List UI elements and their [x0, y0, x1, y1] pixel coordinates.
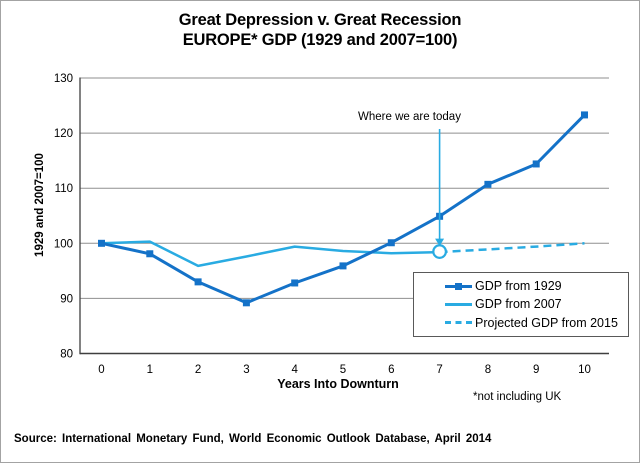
legend-label: Projected GDP from 2015 [475, 315, 618, 330]
series-marker [291, 279, 299, 287]
y-tick-label: 90 [60, 293, 73, 305]
legend-item-gdp-1929: GDP from 1929 [445, 277, 628, 295]
x-tick-label: 1 [147, 364, 153, 376]
legend-line-solid-dark-blue-icon [445, 282, 472, 290]
y-tick-label: 120 [54, 128, 73, 140]
legend: GDP from 1929 GDP from 2007 Projected GD… [413, 272, 629, 337]
x-tick-label: 2 [195, 364, 201, 376]
series-line-2 [439, 242, 585, 254]
y-axis-title: 1929 and 2007=100 [34, 153, 46, 257]
legend-line-dashed-light-blue-icon [445, 321, 472, 325]
series-marker [581, 111, 588, 119]
y-tick-label: 110 [55, 183, 73, 195]
series-marker [242, 299, 250, 307]
x-tick-label: 6 [388, 364, 394, 376]
x-tick-label: 5 [340, 364, 346, 376]
series-marker [484, 180, 492, 188]
series-marker [194, 278, 202, 286]
x-tick-label: 10 [578, 364, 591, 376]
series-marker [98, 239, 105, 247]
legend-label: GDP from 2007 [475, 297, 562, 312]
series-marker [339, 262, 347, 270]
annotation-where-we-are-today: Where we are today [358, 111, 461, 123]
annotation-open-circle-marker [432, 244, 448, 259]
x-tick-label: 7 [436, 364, 442, 376]
x-tick-label: 0 [98, 364, 104, 376]
legend-line-solid-light-blue-icon [445, 302, 472, 306]
x-tick-label: 9 [533, 364, 539, 376]
series-marker [387, 239, 395, 247]
annotation-arrowhead-icon [435, 238, 445, 247]
footnote-not-including-uk: *not including UK [473, 391, 562, 403]
y-tick-label: 80 [60, 349, 73, 361]
x-tick-label: 4 [291, 364, 298, 376]
chart-title-line2: EUROPE* GDP (1929 and 2007=100) [182, 31, 458, 50]
legend-item-projected-gdp-2015: Projected GDP from 2015 [445, 314, 628, 332]
x-tick-label: 8 [485, 364, 491, 376]
chart-title: Great Depression v. Great Recession EURO… [1, 10, 639, 50]
x-tick-label: 3 [243, 364, 249, 376]
chart-title-line1: Great Depression v. Great Recession [178, 11, 462, 29]
source-citation: Source: International Monetary Fund, Wor… [14, 433, 492, 445]
series-marker [532, 160, 540, 168]
y-tick-label: 130 [54, 73, 73, 85]
series-marker [146, 250, 154, 258]
legend-item-gdp-2007: GDP from 2007 [445, 295, 628, 313]
legend-label: GDP from 1929 [475, 279, 562, 294]
x-axis-title: Years Into Downturn [277, 377, 399, 391]
series-line-1 [100, 240, 441, 268]
y-tick-label: 100 [54, 238, 73, 250]
